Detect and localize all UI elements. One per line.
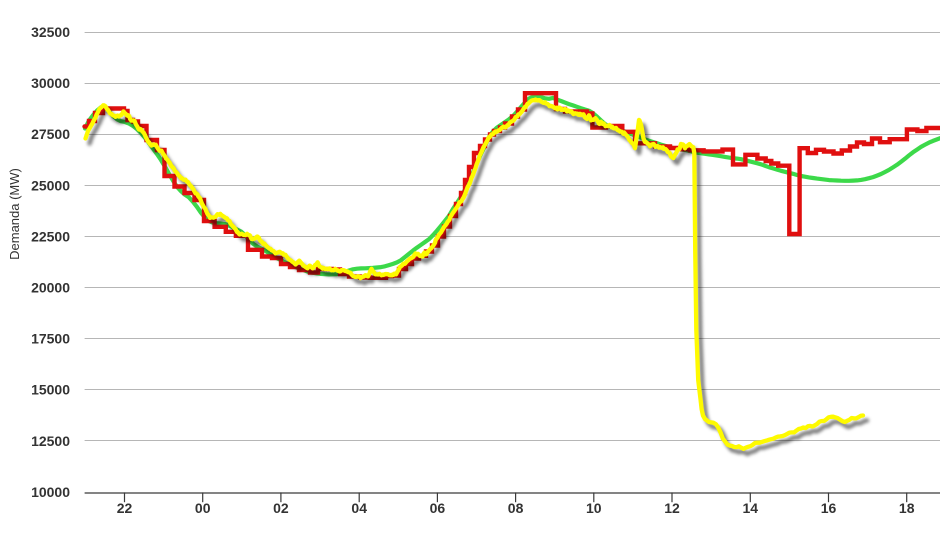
svg-text:06: 06 — [430, 500, 446, 516]
svg-text:32500: 32500 — [31, 24, 70, 40]
svg-text:30000: 30000 — [31, 75, 70, 91]
svg-text:14: 14 — [743, 500, 759, 516]
svg-text:25000: 25000 — [31, 177, 70, 193]
svg-text:18: 18 — [899, 500, 915, 516]
svg-text:15000: 15000 — [31, 382, 70, 398]
svg-text:04: 04 — [351, 500, 367, 516]
svg-text:10: 10 — [586, 500, 602, 516]
svg-text:02: 02 — [273, 500, 289, 516]
svg-text:22: 22 — [117, 500, 133, 516]
svg-text:12: 12 — [664, 500, 680, 516]
svg-text:16: 16 — [821, 500, 837, 516]
svg-text:22500: 22500 — [31, 228, 70, 244]
svg-text:20000: 20000 — [31, 280, 70, 296]
svg-text:17500: 17500 — [31, 331, 70, 347]
svg-text:27500: 27500 — [31, 126, 70, 142]
svg-text:12500: 12500 — [31, 433, 70, 449]
svg-text:10000: 10000 — [31, 484, 70, 500]
svg-text:Demanda (MW): Demanda (MW) — [7, 168, 22, 260]
svg-text:00: 00 — [195, 500, 211, 516]
svg-text:08: 08 — [508, 500, 524, 516]
